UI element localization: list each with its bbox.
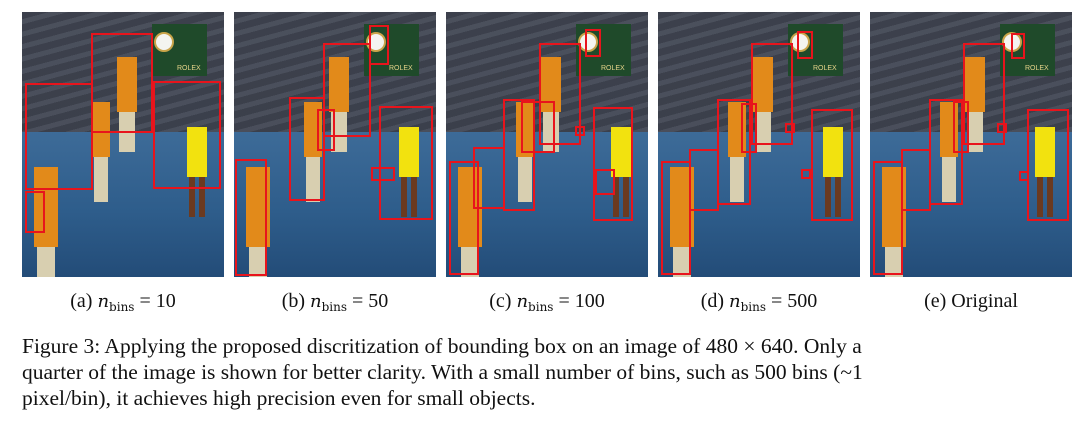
svg-text:ROLEX: ROLEX [1025, 65, 1049, 72]
subcaption-a: (a) nbins = 10 [70, 290, 176, 314]
subcaption-c: (c) nbins = 100 [489, 290, 605, 314]
svg-text:ROLEX: ROLEX [813, 65, 837, 72]
bounding-boxes [449, 29, 633, 275]
bounding-boxes [661, 31, 853, 275]
figure-caption: Figure 3: Applying the proposed discriti… [22, 333, 1077, 411]
svg-text:ROLEX: ROLEX [601, 65, 625, 72]
scene-svg: ROLEX [34, 24, 207, 277]
panel-c: ROLEX [446, 12, 648, 314]
scene-svg: ROLEX [458, 24, 631, 277]
tennis-photo-a: ROLEX [22, 12, 224, 277]
tennis-photo-b: ROLEX [234, 12, 436, 277]
tennis-photo-c: ROLEX [446, 12, 648, 277]
figure-panels-row: ROLEX [22, 12, 1072, 314]
figure-caption-line-3: pixel/bin), it achieves high precision e… [22, 386, 536, 410]
panel-a: ROLEX [22, 12, 224, 314]
panel-d: ROLEX [658, 12, 860, 314]
subcaption-d: (d) nbins = 500 [700, 290, 818, 314]
panel-b: ROLEX [234, 12, 436, 314]
subcaption-b: (b) nbins = 50 [281, 290, 389, 314]
bounding-boxes [25, 33, 221, 233]
panel-e: ROLEX [870, 12, 1072, 312]
subcaption-e: (e) Original [924, 290, 1018, 312]
tennis-photo-d: ROLEX [658, 12, 860, 277]
tennis-photo-e: ROLEX [870, 12, 1072, 277]
bounding-boxes [235, 25, 433, 276]
figure-caption-line-1: Figure 3: Applying the proposed discriti… [22, 334, 862, 358]
svg-text:ROLEX: ROLEX [177, 65, 201, 72]
svg-text:ROLEX: ROLEX [389, 65, 413, 72]
bounding-boxes [873, 33, 1069, 275]
figure-caption-line-2: quarter of the image is shown for better… [22, 360, 863, 384]
